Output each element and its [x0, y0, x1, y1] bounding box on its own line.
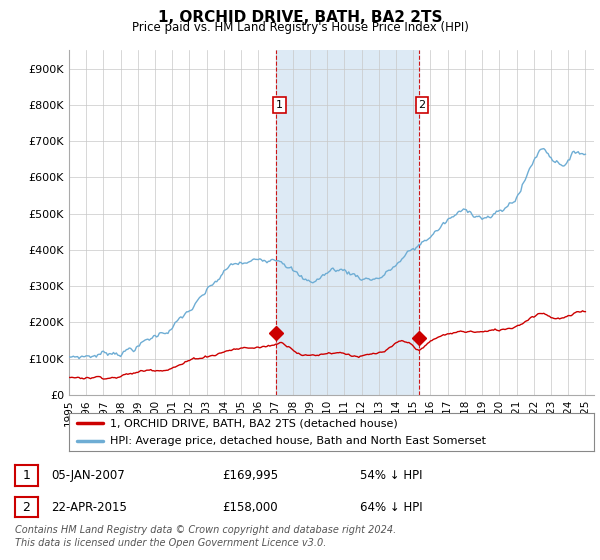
Text: 64% ↓ HPI: 64% ↓ HPI [360, 501, 422, 514]
Text: 22-APR-2015: 22-APR-2015 [51, 501, 127, 514]
Text: Contains HM Land Registry data © Crown copyright and database right 2024.
This d: Contains HM Land Registry data © Crown c… [15, 525, 396, 548]
Text: 05-JAN-2007: 05-JAN-2007 [51, 469, 125, 482]
Text: 1, ORCHID DRIVE, BATH, BA2 2TS (detached house): 1, ORCHID DRIVE, BATH, BA2 2TS (detached… [110, 418, 398, 428]
Text: £158,000: £158,000 [222, 501, 278, 514]
Bar [276, 50, 419, 395]
Text: 1: 1 [22, 469, 31, 482]
Text: HPI: Average price, detached house, Bath and North East Somerset: HPI: Average price, detached house, Bath… [110, 436, 486, 446]
Text: 1: 1 [276, 100, 283, 110]
Text: £169,995: £169,995 [222, 469, 278, 482]
Text: Price paid vs. HM Land Registry's House Price Index (HPI): Price paid vs. HM Land Registry's House … [131, 21, 469, 34]
Text: 2: 2 [22, 501, 31, 514]
Text: 2: 2 [418, 100, 425, 110]
Text: 1, ORCHID DRIVE, BATH, BA2 2TS: 1, ORCHID DRIVE, BATH, BA2 2TS [158, 10, 442, 25]
Text: 54% ↓ HPI: 54% ↓ HPI [360, 469, 422, 482]
